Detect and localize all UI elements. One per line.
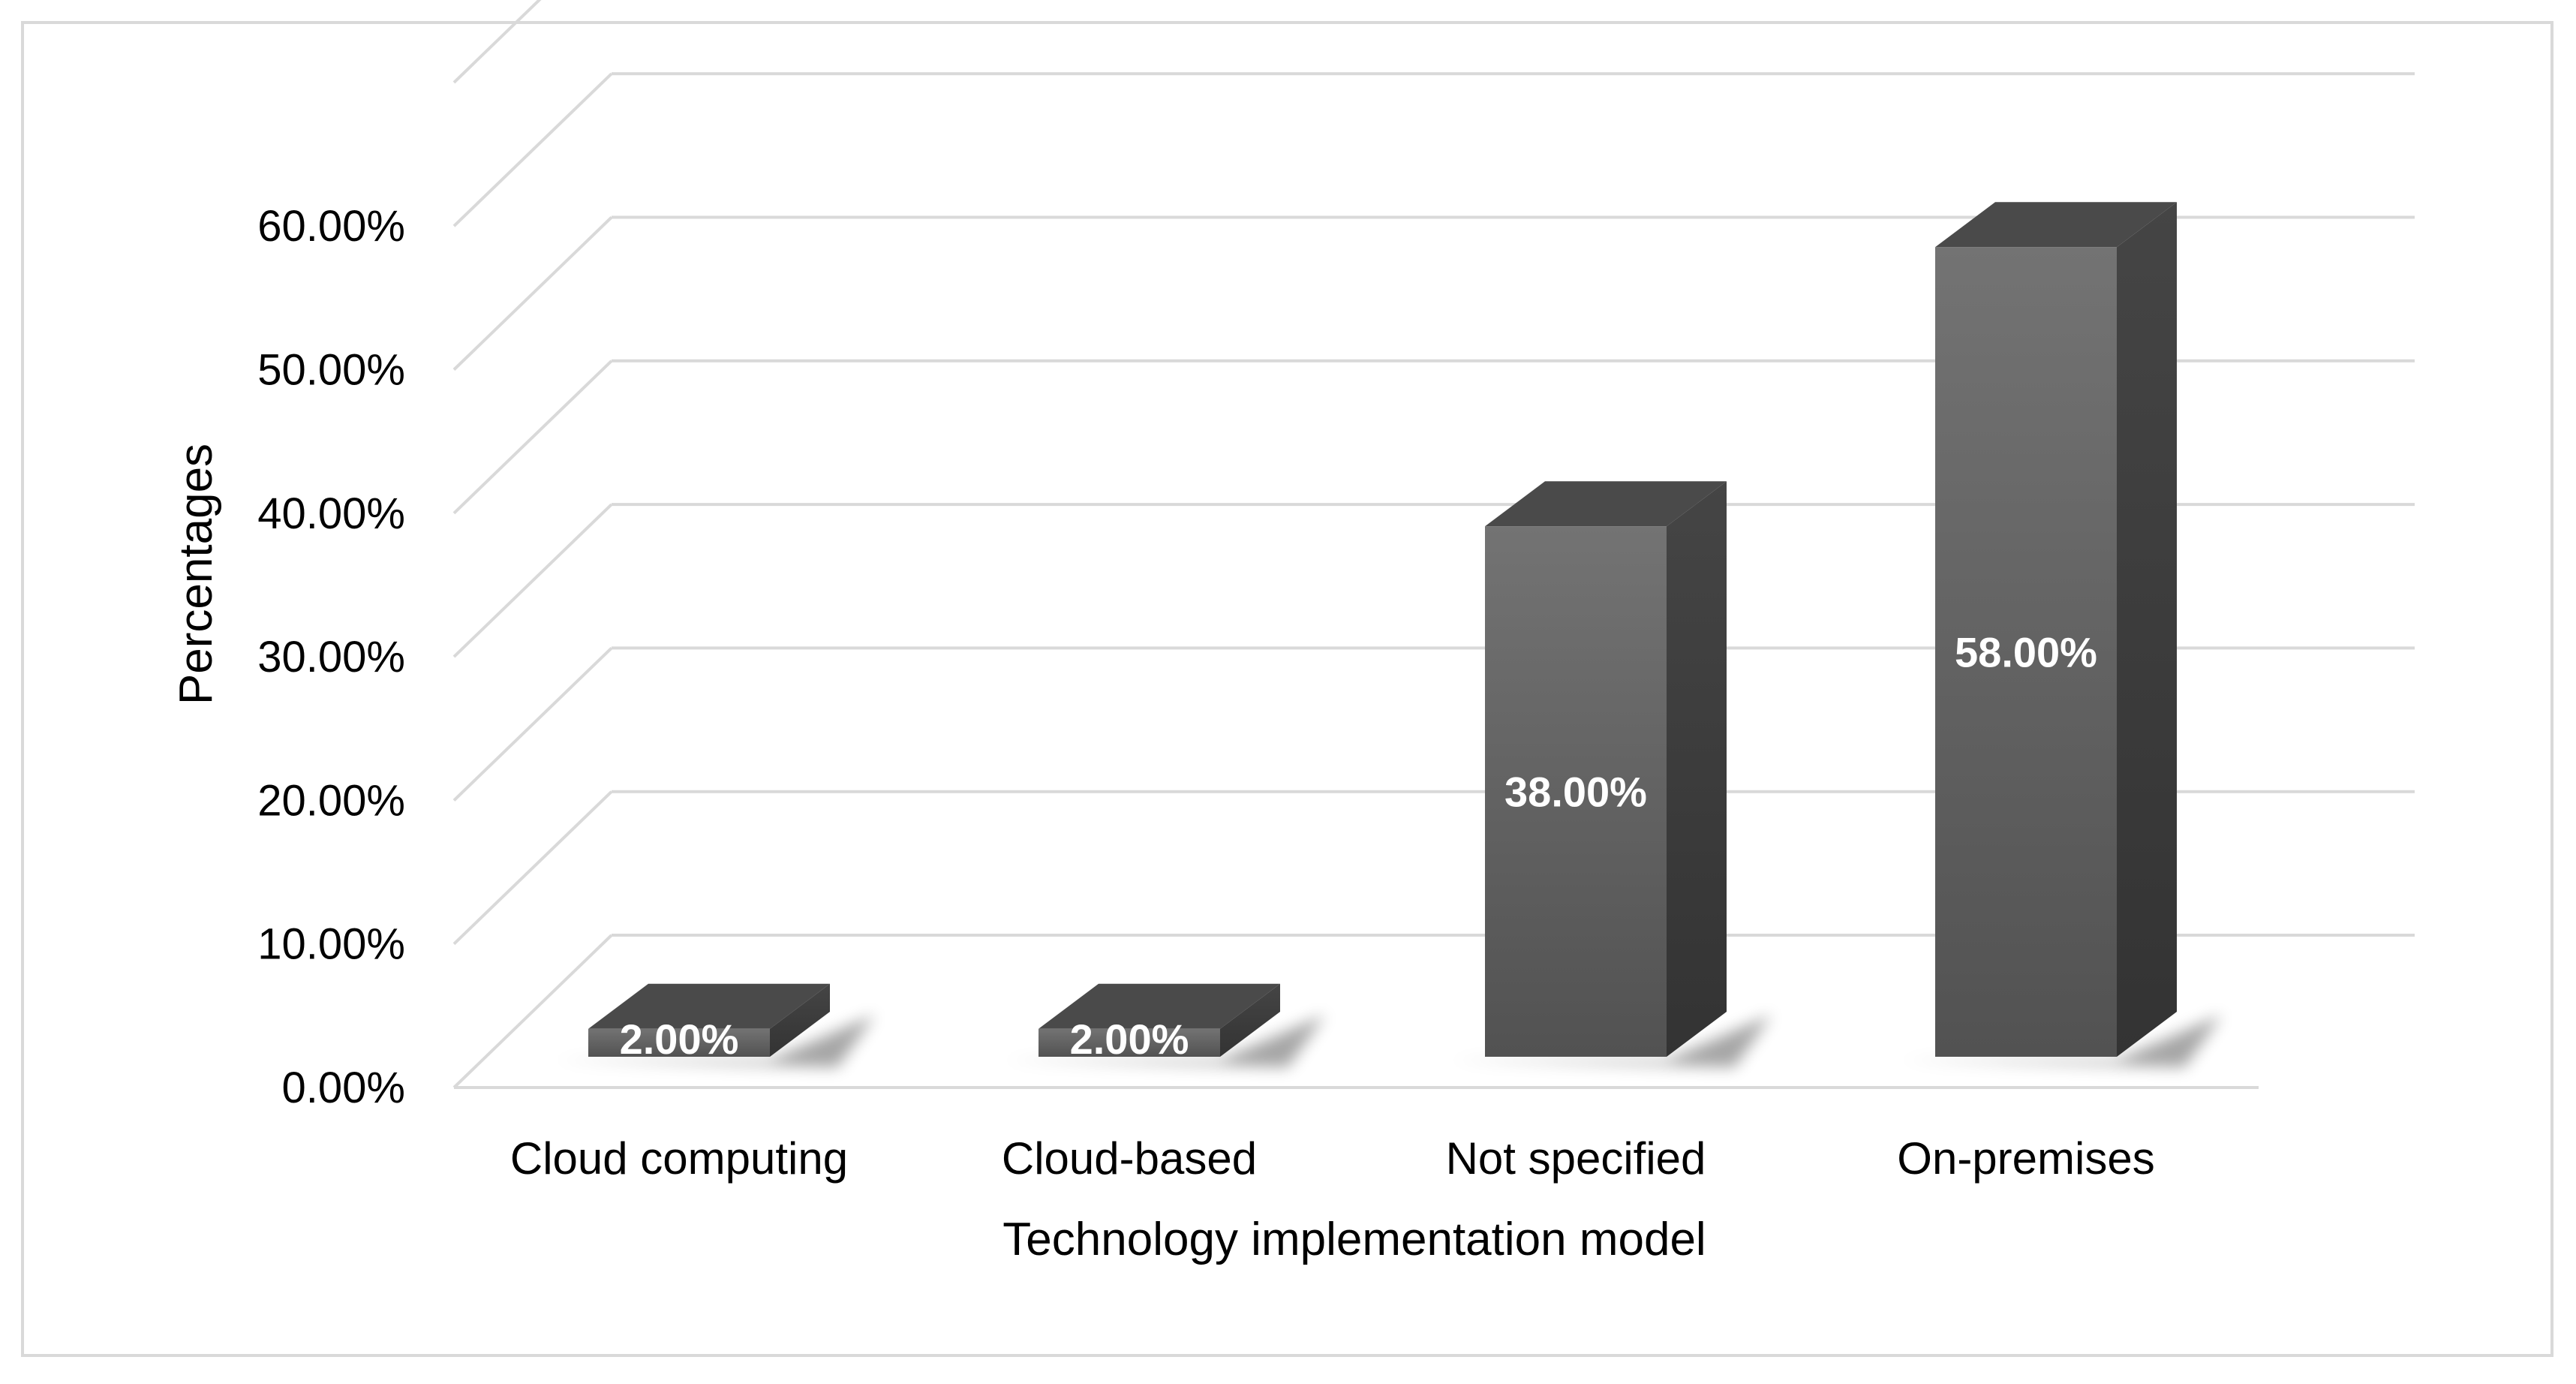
gridline-diagonal (452, 216, 613, 371)
bar-side (1220, 983, 1280, 1057)
y-tick-label: 30.00% (257, 633, 405, 681)
bar-side (1667, 481, 1727, 1057)
bar-side (2117, 202, 2177, 1058)
gridline-diagonal (452, 0, 542, 84)
x-tick-label: On-premises (1897, 1133, 2154, 1184)
bar-front (588, 1028, 770, 1057)
bar-shadow (1447, 1015, 1772, 1067)
bar-front (1039, 1028, 1220, 1057)
gridline-diagonal (452, 360, 613, 515)
bar-top (1935, 202, 2177, 248)
y-tick-label: 50.00% (257, 346, 405, 395)
bars: 2.00% 2.00% 38.00% 58.00% (551, 202, 2222, 1067)
y-tick-label: 60.00% (257, 202, 405, 251)
gridline-diagonal (452, 503, 613, 658)
gridline-diagonal (452, 934, 613, 1089)
data-label: 38.00% (1504, 769, 1647, 816)
y-tick-labels: 0.00% 10.00% 20.00% 30.00% 40.00% 50.00% 60.00… (257, 202, 405, 1112)
x-tick-label: Cloud computing (510, 1133, 848, 1184)
bar-2: 2.00% (1001, 983, 1325, 1067)
x-tick-label: Not specified (1446, 1133, 1706, 1184)
y-tick-label: 10.00% (257, 920, 405, 969)
bar-shadow (1898, 1015, 2222, 1067)
y-tick-label: 40.00% (257, 489, 405, 538)
bar-4: 58.00% (1898, 202, 2222, 1067)
bar-shadow (1001, 1015, 1325, 1067)
data-label: 58.00% (1955, 629, 2097, 676)
gridline-diagonal (452, 646, 613, 802)
y-tick-label: 0.00% (282, 1064, 405, 1112)
y-axis-title: Percentages (170, 444, 222, 705)
gridline-diagonal (452, 72, 613, 227)
bar-front (1485, 526, 1667, 1057)
data-label: 2.00% (1070, 1015, 1189, 1063)
y-tick-label: 20.00% (257, 776, 405, 825)
bar-front (1935, 247, 2117, 1058)
bar-top (1485, 481, 1727, 527)
bar-3: 38.00% (1447, 481, 1772, 1067)
bar-1: 2.00% (551, 983, 875, 1067)
x-tick-label: Cloud-based (1002, 1133, 1257, 1184)
x-tick-labels: Cloud computing Cloud-based Not specified O… (510, 1133, 2155, 1184)
bar-top (1039, 983, 1280, 1029)
gridline-diagonal (452, 790, 613, 946)
bar-side (770, 983, 830, 1057)
bar-top (588, 983, 830, 1029)
bar-shadow (551, 1015, 875, 1067)
data-label: 2.00% (620, 1015, 739, 1063)
x-axis-title: Technology implementation model (1002, 1214, 1706, 1265)
